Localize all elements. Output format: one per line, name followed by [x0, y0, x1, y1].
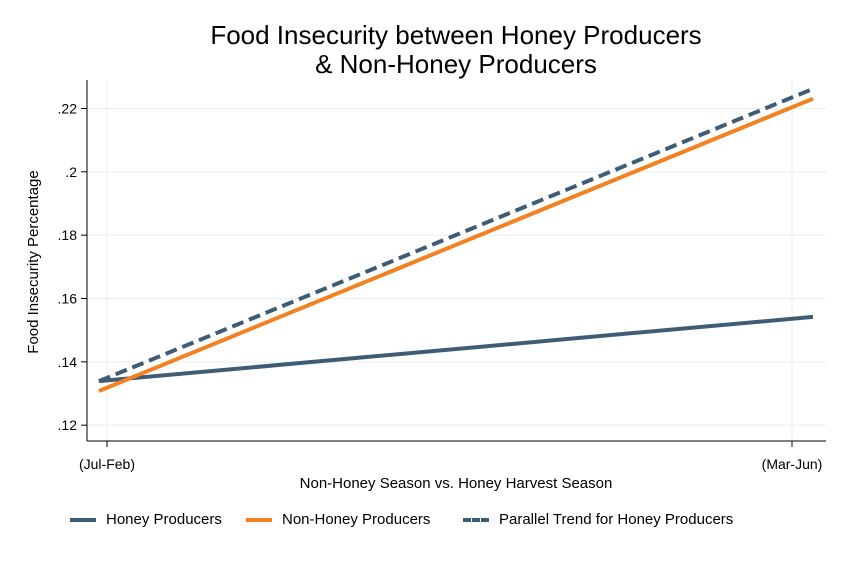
y-tick-label: .16: [58, 291, 78, 307]
axes: .12 .14 .16 .18 .2 .22 (Jul-Feb) (Mar-Jun): [58, 80, 826, 472]
y-axis-title: Food Insecurity Percentage: [25, 170, 42, 353]
y-tick-label: .2: [65, 164, 77, 180]
x-axis-title: Non-Honey Season vs. Honey Harvest Seaso…: [300, 475, 613, 492]
y-tick-label: .22: [58, 101, 78, 117]
series-lines: [98, 87, 814, 393]
series-line-honey-producers: [98, 314, 814, 384]
legend-item-parallel-trend: Parallel Trend for Honey Producers: [463, 511, 733, 528]
x-tick-label: (Jul-Feb): [79, 456, 135, 472]
legend-label-parallel-trend: Parallel Trend for Honey Producers: [499, 511, 734, 528]
y-tick-label: .14: [58, 354, 78, 370]
legend-item-non-honey-producers: Non-Honey Producers: [246, 511, 430, 528]
legend-label-honey-producers: Honey Producers: [106, 511, 222, 528]
legend: Honey Producers Non-Honey Producers Para…: [0, 511, 846, 533]
legend-swatch-parallel-trend: [463, 517, 489, 522]
chart-title-line-2: & Non-Honey Producers: [315, 49, 597, 79]
chart-title: Food Insecurity between Honey Producers …: [0, 21, 846, 79]
x-tick-label: (Mar-Jun): [762, 456, 823, 472]
y-tick-label: .18: [58, 227, 78, 243]
series-line-parallel-trend-for-honey-producers: [98, 87, 814, 384]
y-tick-label: .12: [58, 417, 78, 433]
legend-swatch-non-honey-producers: [246, 517, 272, 522]
legend-swatch-honey-producers: [70, 517, 96, 522]
legend-item-honey-producers: Honey Producers: [70, 511, 222, 528]
chart-title-line-1: Food Insecurity between Honey Producers: [210, 20, 702, 50]
series-line-non-honey-producers: [98, 96, 814, 393]
gridlines: [87, 80, 826, 441]
legend-label-non-honey-producers: Non-Honey Producers: [282, 511, 431, 528]
